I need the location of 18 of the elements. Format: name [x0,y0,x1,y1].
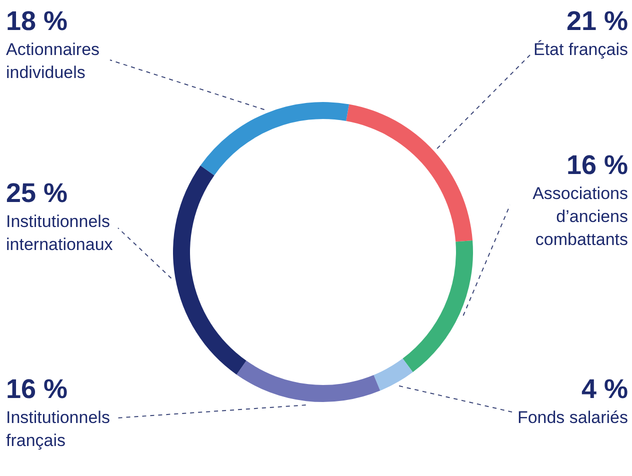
slice-label: Associations d’anciens combattants [532,184,628,249]
donut-slice [236,360,380,402]
slice-label: État français [534,40,628,59]
donut-slice [173,166,246,375]
data-label: 16 % [566,150,628,180]
donut-slice [200,102,350,176]
data-label: 16 % [6,374,68,404]
donut-slice [374,358,413,391]
data-label: 25 % [6,178,68,208]
data-label: 4 % [581,374,628,404]
data-label: 18 % [6,6,68,36]
donut-slice [346,104,473,242]
donut-slice [402,240,473,372]
slice-label: Institutionnels internationaux [6,212,114,254]
slice-label: Fonds salariés [517,408,628,427]
slice-label: Actionnaires individuels [6,40,100,82]
data-label: 21 % [566,6,628,36]
slice-label: Institutionnels français [6,408,110,450]
